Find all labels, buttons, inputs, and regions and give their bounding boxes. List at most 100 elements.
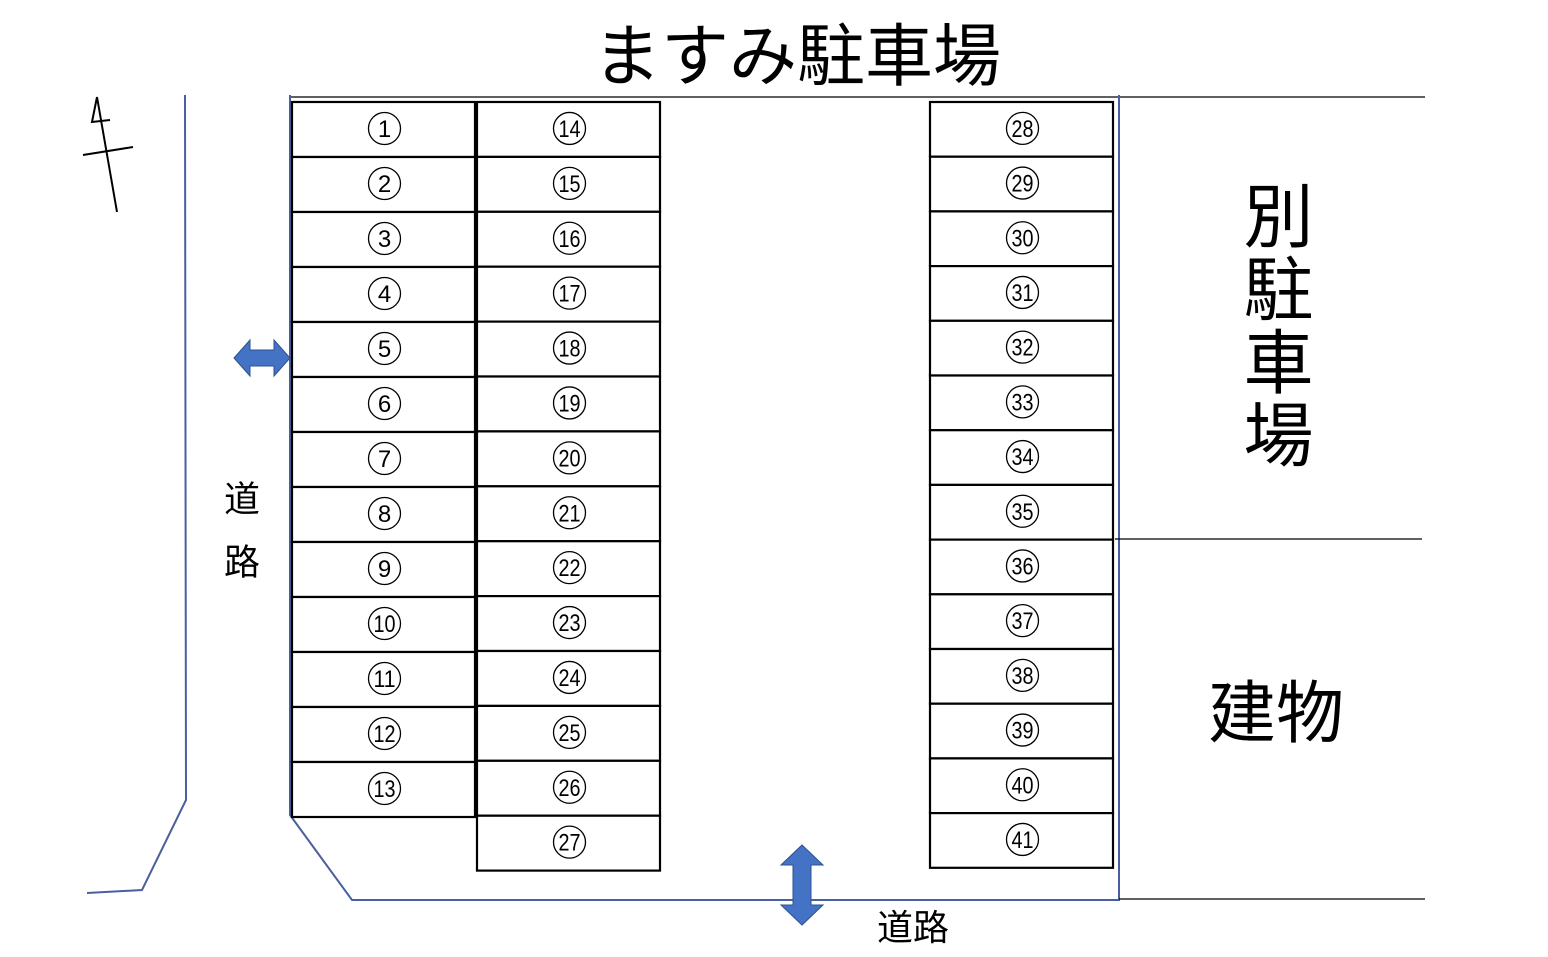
stall-box xyxy=(290,485,477,544)
stall-number-circle xyxy=(367,111,402,146)
parking-stall[interactable]: 22 xyxy=(475,540,662,598)
parking-stall[interactable]: 14 xyxy=(475,100,662,159)
parking-stall[interactable]: 41 xyxy=(928,811,1115,869)
stall-number: 28 xyxy=(1012,116,1034,143)
parking-stall[interactable]: 11 xyxy=(290,650,477,709)
stall-number-circle xyxy=(552,605,587,640)
stall-box xyxy=(475,759,662,817)
parking-stall[interactable]: 3 xyxy=(290,210,477,269)
stall-number: 6 xyxy=(378,391,391,418)
stall-number: 11 xyxy=(374,666,396,693)
stall-number-circle xyxy=(367,606,402,641)
parking-stall[interactable]: 20 xyxy=(475,430,662,488)
stall-number: 36 xyxy=(1012,553,1034,580)
stall-number: 19 xyxy=(559,390,581,417)
parking-stall[interactable]: 9 xyxy=(290,540,477,599)
parking-stall[interactable]: 31 xyxy=(928,265,1115,322)
stall-number: 21 xyxy=(559,500,581,527)
stall-number-circle xyxy=(367,551,402,586)
parking-stall[interactable]: 30 xyxy=(928,210,1115,268)
stall-number-circle xyxy=(552,770,587,804)
label-road-bottom: 道路 xyxy=(877,908,949,949)
parking-stall[interactable]: 18 xyxy=(475,320,662,378)
stall-number-circle xyxy=(1005,330,1040,364)
stall-number-circle xyxy=(552,166,587,201)
parking-stall[interactable]: 2 xyxy=(290,155,477,214)
parking-stall[interactable]: 12 xyxy=(290,705,477,764)
stall-number: 1 xyxy=(378,116,391,143)
stall-number-circle xyxy=(1005,768,1040,802)
parking-stall[interactable]: 24 xyxy=(475,649,662,708)
parking-stall[interactable]: 6 xyxy=(290,375,477,434)
stall-number-circle xyxy=(552,111,587,146)
parking-stall[interactable]: 21 xyxy=(475,485,662,543)
parking-stall[interactable]: 28 xyxy=(928,100,1115,158)
parking-stall[interactable]: 38 xyxy=(928,647,1115,705)
stall-box xyxy=(928,593,1115,651)
stall-box xyxy=(475,814,662,872)
stall-box xyxy=(475,485,662,543)
stall-box xyxy=(290,265,477,324)
stall-number-circle xyxy=(1005,385,1040,419)
parking-stall[interactable]: 25 xyxy=(475,704,662,762)
parking-stall[interactable]: 27 xyxy=(475,814,662,872)
parking-stall[interactable]: 23 xyxy=(475,594,662,653)
parking-stall[interactable]: 40 xyxy=(928,757,1115,815)
stall-box xyxy=(928,757,1115,815)
parking-stall[interactable]: 37 xyxy=(928,593,1115,651)
stall-number: 8 xyxy=(378,501,391,528)
stall-number-circle xyxy=(1005,549,1040,583)
stall-box xyxy=(290,320,477,379)
double-arrow-vertical-icon[interactable] xyxy=(779,844,825,926)
stall-number-circle xyxy=(367,166,402,201)
stall-number: 37 xyxy=(1012,608,1034,635)
parking-stall[interactable]: 5 xyxy=(290,320,477,379)
stall-number: 16 xyxy=(559,226,581,253)
stall-number-circle xyxy=(1005,822,1040,857)
stall-number: 13 xyxy=(374,776,396,803)
parking-stall[interactable]: 15 xyxy=(475,155,662,213)
stall-number-circle xyxy=(552,496,587,530)
stall-box xyxy=(475,704,662,762)
stall-number-circle xyxy=(1005,604,1040,638)
parking-stall[interactable]: 4 xyxy=(290,265,477,324)
stall-number: 20 xyxy=(559,445,581,472)
parking-stall[interactable]: 35 xyxy=(928,483,1115,541)
stall-number-circle xyxy=(1005,111,1040,146)
stall-number: 7 xyxy=(378,446,391,473)
stall-number-circle xyxy=(367,496,402,531)
stall-number-circle xyxy=(552,660,587,695)
stall-box xyxy=(928,100,1115,158)
label-other-parking: 別駐車場 xyxy=(1232,180,1314,472)
stall-box xyxy=(290,210,477,269)
stall-box xyxy=(928,483,1115,541)
stall-box xyxy=(475,594,662,653)
stall-number: 15 xyxy=(559,171,581,198)
stall-number: 41 xyxy=(1012,827,1034,854)
parking-stall[interactable]: 39 xyxy=(928,702,1115,760)
parking-stall[interactable]: 29 xyxy=(928,155,1115,213)
parking-stall[interactable]: 17 xyxy=(475,265,662,323)
parking-stall[interactable]: 7 xyxy=(290,430,477,489)
stall-number-circle xyxy=(1005,275,1040,310)
parking-stall[interactable]: 8 xyxy=(290,485,477,544)
stall-number-circle xyxy=(367,771,402,806)
stall-number-circle xyxy=(367,276,402,311)
double-arrow-horizontal-icon[interactable] xyxy=(233,338,291,378)
parking-stall[interactable]: 1 xyxy=(290,100,477,159)
parking-stall[interactable]: 19 xyxy=(475,375,662,433)
stall-number-circle xyxy=(552,551,587,585)
parking-stall[interactable]: 33 xyxy=(928,374,1115,432)
parking-stall[interactable]: 36 xyxy=(928,538,1115,596)
stall-box xyxy=(928,155,1115,213)
parking-stall[interactable]: 13 xyxy=(290,760,477,819)
stall-box xyxy=(928,265,1115,322)
stall-number-circle xyxy=(1005,166,1040,200)
parking-stall[interactable]: 32 xyxy=(928,319,1115,377)
parking-stall[interactable]: 26 xyxy=(475,759,662,817)
stall-number: 22 xyxy=(559,555,581,582)
parking-stall[interactable]: 34 xyxy=(928,429,1115,487)
parking-stall[interactable]: 16 xyxy=(475,210,662,268)
parking-stall[interactable]: 10 xyxy=(290,595,477,654)
